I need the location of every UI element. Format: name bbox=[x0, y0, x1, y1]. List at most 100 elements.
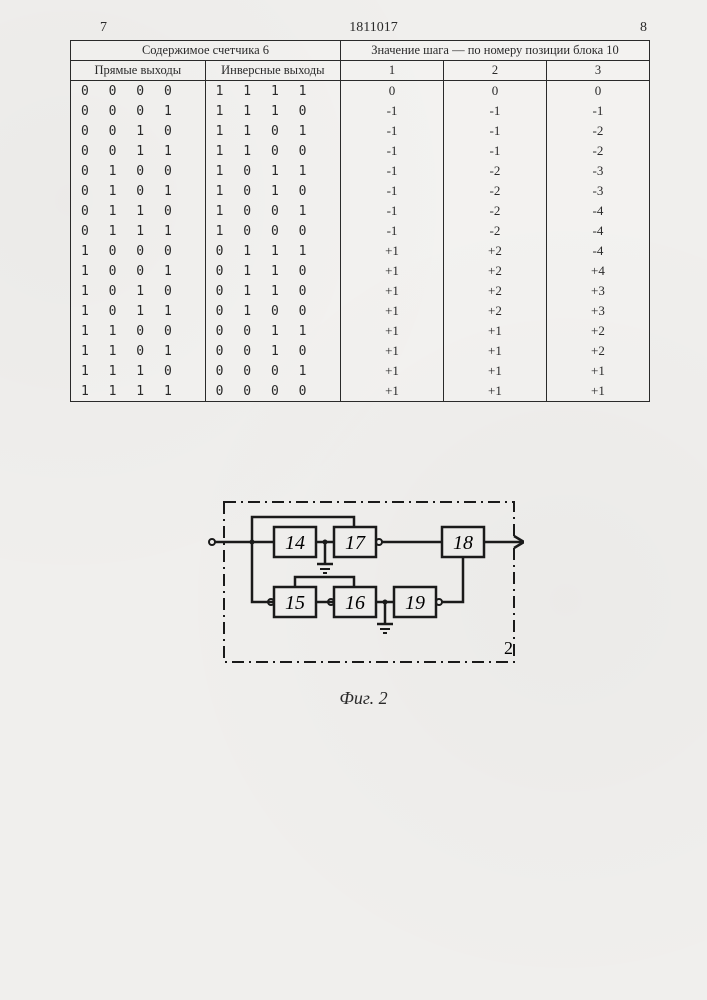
figure-2: 14 17 18 15 bbox=[60, 492, 667, 709]
table-row: 1 1 1 00 0 0 1+1+1+1 bbox=[71, 361, 650, 381]
table-cell: +1 bbox=[443, 341, 546, 361]
table-cell: -2 bbox=[546, 121, 649, 141]
table-cell: 0 0 1 1 bbox=[205, 321, 340, 341]
table-cell: +1 bbox=[341, 321, 444, 341]
table-cell: 1 1 1 1 bbox=[71, 381, 206, 402]
table-cell: -4 bbox=[546, 201, 649, 221]
table-row: 0 0 1 11 1 0 0-1-1-2 bbox=[71, 141, 650, 161]
col-step3: 3 bbox=[546, 61, 649, 81]
table-cell: -1 bbox=[546, 101, 649, 121]
table-cell: +1 bbox=[443, 361, 546, 381]
table-cell: -2 bbox=[443, 181, 546, 201]
table-row: 1 1 0 00 0 1 1+1+1+2 bbox=[71, 321, 650, 341]
page-number-left: 7 bbox=[100, 20, 107, 36]
table-row: 0 1 0 01 0 1 1-1-2-3 bbox=[71, 161, 650, 181]
table-cell: +1 bbox=[443, 381, 546, 402]
data-table: Содержимое счетчика 6 Значение шага — по… bbox=[70, 40, 650, 402]
table-cell: -1 bbox=[341, 181, 444, 201]
col-step2: 2 bbox=[443, 61, 546, 81]
table-cell: 1 0 0 0 bbox=[205, 221, 340, 241]
document-number: 1811017 bbox=[349, 20, 397, 36]
table-cell: 0 0 1 0 bbox=[71, 121, 206, 141]
frame-label: 2 bbox=[504, 638, 513, 658]
table-cell: 1 0 1 1 bbox=[205, 161, 340, 181]
table-cell: 0 0 1 1 bbox=[71, 141, 206, 161]
table-cell: 1 1 0 1 bbox=[205, 121, 340, 141]
page-number-right: 8 bbox=[640, 20, 647, 36]
table-cell: 1 0 0 0 bbox=[71, 241, 206, 261]
table-row: 1 1 1 10 0 0 0+1+1+1 bbox=[71, 381, 650, 402]
table-cell: 0 1 0 0 bbox=[71, 161, 206, 181]
table-group1-header: Содержимое счетчика 6 bbox=[71, 41, 341, 61]
block-15-label: 15 bbox=[285, 592, 305, 614]
table-cell: 0 1 1 1 bbox=[205, 241, 340, 261]
block-17-label: 17 bbox=[345, 532, 366, 554]
table-cell: -1 bbox=[443, 101, 546, 121]
table-cell: -1 bbox=[341, 221, 444, 241]
table-cell: 0 0 0 0 bbox=[71, 81, 206, 102]
table-cell: -2 bbox=[443, 201, 546, 221]
wire bbox=[442, 557, 463, 602]
table-row: 1 0 0 10 1 1 0+1+2+4 bbox=[71, 261, 650, 281]
table-cell: 0 bbox=[546, 81, 649, 102]
table-cell: 1 0 1 0 bbox=[71, 281, 206, 301]
table-cell: 1 0 1 1 bbox=[71, 301, 206, 321]
table-cell: +1 bbox=[341, 281, 444, 301]
table-cell: +1 bbox=[341, 261, 444, 281]
table-body: 0 0 0 01 1 1 10000 0 0 11 1 1 0-1-1-10 0… bbox=[71, 81, 650, 402]
table-row: 0 1 1 01 0 0 1-1-2-4 bbox=[71, 201, 650, 221]
table-row: 0 0 1 01 1 0 1-1-1-2 bbox=[71, 121, 650, 141]
table-cell: 0 1 0 1 bbox=[71, 181, 206, 201]
table-row: 1 0 1 00 1 1 0+1+2+3 bbox=[71, 281, 650, 301]
table-cell: +2 bbox=[443, 241, 546, 261]
table-cell: 0 1 1 0 bbox=[205, 261, 340, 281]
table-cell: -1 bbox=[341, 121, 444, 141]
table-cell: +2 bbox=[546, 341, 649, 361]
wire bbox=[295, 577, 354, 587]
table-cell: 0 1 1 0 bbox=[205, 281, 340, 301]
node-icon bbox=[376, 539, 382, 545]
table-cell: 1 1 0 0 bbox=[71, 321, 206, 341]
table-row: 1 0 1 10 1 0 0+1+2+3 bbox=[71, 301, 650, 321]
table-cell: 0 bbox=[341, 81, 444, 102]
table-cell: +1 bbox=[546, 381, 649, 402]
table-group2-header: Значение шага — по номеру позиции блока … bbox=[341, 41, 650, 61]
table-cell: 1 1 1 1 bbox=[205, 81, 340, 102]
table-row: 1 1 0 10 0 1 0+1+1+2 bbox=[71, 341, 650, 361]
block-19-label: 19 bbox=[405, 592, 425, 614]
table-cell: +2 bbox=[443, 281, 546, 301]
table-cell: -3 bbox=[546, 161, 649, 181]
table-cell: 1 1 0 1 bbox=[71, 341, 206, 361]
table-cell: +1 bbox=[443, 321, 546, 341]
wire bbox=[252, 542, 274, 602]
page: 7 1811017 8 Содержимое счетчика 6 Значен… bbox=[0, 0, 707, 1000]
table-cell: 0 1 0 0 bbox=[205, 301, 340, 321]
table-cell: 1 0 1 0 bbox=[205, 181, 340, 201]
table-cell: -1 bbox=[341, 201, 444, 221]
table-cell: 0 0 0 0 bbox=[205, 381, 340, 402]
table-cell: 1 1 0 0 bbox=[205, 141, 340, 161]
block-18-label: 18 bbox=[453, 532, 473, 554]
block-14-label: 14 bbox=[285, 532, 305, 554]
table-cell: 0 0 1 0 bbox=[205, 341, 340, 361]
table-cell: +1 bbox=[341, 361, 444, 381]
table-cell: -1 bbox=[341, 101, 444, 121]
table-cell: +1 bbox=[341, 301, 444, 321]
table-cell: +2 bbox=[443, 261, 546, 281]
table-cell: -4 bbox=[546, 241, 649, 261]
table-cell: -1 bbox=[443, 121, 546, 141]
col-direct: Прямые выходы bbox=[71, 61, 206, 81]
table-cell: 1 1 1 0 bbox=[205, 101, 340, 121]
table-cell: -1 bbox=[341, 141, 444, 161]
table-row: 0 0 0 01 1 1 1000 bbox=[71, 81, 650, 102]
table-cell: 0 bbox=[443, 81, 546, 102]
table-cell: 0 1 1 1 bbox=[71, 221, 206, 241]
table-cell: -1 bbox=[443, 141, 546, 161]
block-16-label: 16 bbox=[345, 592, 365, 614]
table-cell: +3 bbox=[546, 281, 649, 301]
table-cell: -4 bbox=[546, 221, 649, 241]
input-terminal bbox=[209, 539, 215, 545]
table-cell: +2 bbox=[443, 301, 546, 321]
table-row: 1 0 0 00 1 1 1+1+2-4 bbox=[71, 241, 650, 261]
table-row: 0 0 0 11 1 1 0-1-1-1 bbox=[71, 101, 650, 121]
